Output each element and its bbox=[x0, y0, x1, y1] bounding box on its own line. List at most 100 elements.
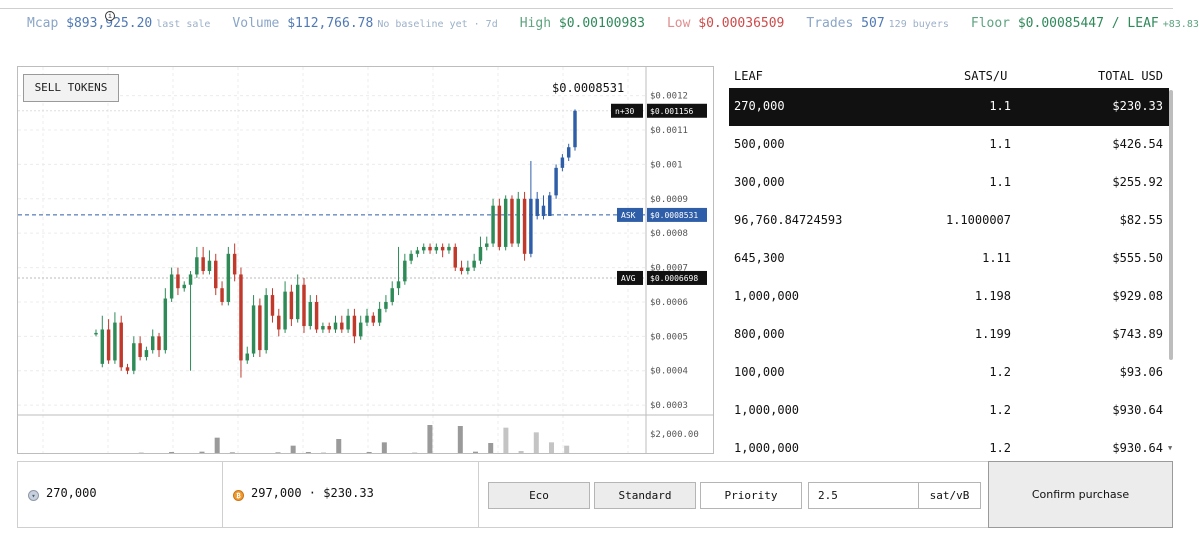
candle-body bbox=[283, 291, 287, 330]
order-book-row[interactable]: 1,000,000 1.198 $929.08 bbox=[729, 278, 1169, 316]
candle-body bbox=[535, 198, 539, 216]
candle-body bbox=[365, 315, 369, 323]
volume-bar bbox=[518, 451, 524, 453]
stat-floor: Floor $0.00085447 / LEAF+83.83% · 24h bbox=[971, 15, 1199, 34]
volume-bar bbox=[381, 442, 387, 453]
candle-body bbox=[239, 274, 243, 361]
row-sats: 1.11 bbox=[982, 251, 1011, 265]
volume-bar bbox=[457, 426, 463, 453]
row-total: $93.06 bbox=[1119, 365, 1163, 379]
stat-sub: +83.83% · 24h bbox=[1162, 19, 1199, 30]
row-sats: 1.199 bbox=[974, 327, 1011, 341]
stat-label: Low bbox=[666, 16, 691, 31]
marker-tag-avg: AVG bbox=[621, 274, 636, 283]
marker-value-bg-avg bbox=[647, 270, 707, 285]
volume-bar bbox=[199, 451, 205, 453]
candle-body bbox=[138, 343, 142, 357]
candle-body bbox=[566, 147, 571, 158]
stat-value: $112,766.78 bbox=[287, 16, 374, 31]
price-tick-label: $0.0005 bbox=[650, 332, 688, 342]
stat-low: Low $0.00036509 bbox=[667, 15, 784, 33]
order-book-row[interactable]: 270,000 1.1 $230.33 bbox=[729, 88, 1169, 126]
candle-body bbox=[396, 281, 401, 289]
btc-amount: ₿ 297,000 · $230.33 bbox=[233, 486, 374, 501]
leaf-amount-value: 270,000 bbox=[46, 486, 97, 500]
stats-row: Mcap $893,925.20 last sale Volume $112,766… bbox=[27, 15, 1199, 34]
volume-bar bbox=[443, 453, 448, 454]
candle-body bbox=[119, 322, 123, 368]
stat-value: 507 bbox=[861, 16, 885, 31]
candle-body bbox=[333, 322, 338, 330]
order-book-row[interactable]: 500,000 1.1 $426.54 bbox=[729, 126, 1169, 164]
stat-label: Volume bbox=[232, 16, 280, 31]
fee-standard-button[interactable]: Standard bbox=[594, 482, 696, 509]
candle-body bbox=[125, 367, 130, 371]
price-tick-label: $0.0011 bbox=[650, 126, 688, 136]
stat-value: $0.00036509 bbox=[698, 16, 785, 31]
row-sats: 1.2 bbox=[989, 441, 1011, 454]
candle-body bbox=[327, 326, 331, 330]
row-total: $555.50 bbox=[1112, 251, 1163, 265]
marker-value-bg-ask bbox=[647, 207, 707, 222]
order-book-row[interactable]: 300,000 1.1 $255.92 bbox=[729, 164, 1169, 202]
row-leaf: 300,000 bbox=[734, 175, 785, 189]
candle-body bbox=[573, 110, 577, 148]
stats-divider bbox=[0, 8, 1173, 9]
bitcoin-icon: ₿ bbox=[233, 490, 244, 501]
row-sats: 1.1 bbox=[989, 137, 1011, 151]
candle-body bbox=[466, 267, 470, 272]
candle-body bbox=[258, 305, 262, 351]
btc-amount-cell: ₿ 297,000 · $230.33 bbox=[223, 462, 479, 527]
fee-eco-button[interactable]: Eco bbox=[488, 482, 590, 509]
candle-body bbox=[289, 291, 294, 320]
fee-rate-input[interactable] bbox=[808, 482, 919, 509]
order-book-row[interactable]: 645,300 1.11 $555.50 bbox=[729, 240, 1169, 278]
stat-value: $0.00100983 bbox=[558, 16, 645, 31]
leaf-amount-cell: ▾ 270,000 bbox=[18, 462, 223, 527]
confirm-purchase-button[interactable]: Confirm purchase bbox=[988, 461, 1173, 528]
volume-bar bbox=[366, 452, 372, 453]
fee-priority-button[interactable]: Priority bbox=[700, 482, 802, 509]
stat-label: Floor bbox=[970, 16, 1011, 31]
scroll-down-icon[interactable]: ▼ bbox=[1168, 444, 1173, 452]
price-chart[interactable]: $0.0012 $0.0011 $0.001 $0.0009 $0.0008 $0.000… bbox=[17, 66, 714, 454]
candle-body bbox=[308, 301, 313, 327]
info-icon[interactable]: i bbox=[105, 11, 115, 21]
candle-body bbox=[100, 329, 105, 364]
stat-label: Mcap bbox=[27, 16, 59, 31]
stat-volume: Volume $112,766.78 No baseline yet · 7d bbox=[232, 15, 497, 34]
candle-body bbox=[132, 343, 136, 371]
order-book-row[interactable]: 800,000 1.199 $743.89 bbox=[729, 316, 1169, 354]
volume-bar bbox=[488, 443, 494, 453]
order-book-row[interactable]: 1,000,000 1.2 $930.64 bbox=[729, 392, 1169, 430]
candle-body bbox=[409, 253, 413, 261]
candle-body bbox=[384, 301, 388, 309]
volume-bar bbox=[503, 427, 509, 453]
candle-body bbox=[371, 315, 376, 323]
order-book-scrollbar[interactable] bbox=[1169, 90, 1173, 360]
candle-body bbox=[503, 198, 508, 247]
sell-tokens-button[interactable]: SELL TOKENS bbox=[23, 74, 119, 102]
row-leaf: 1,000,000 bbox=[734, 403, 800, 417]
candle-body bbox=[251, 305, 256, 354]
marker-value-now: $0.001156 bbox=[650, 107, 694, 116]
candle-body bbox=[214, 260, 218, 289]
order-book-row[interactable]: 100,000 1.2 $93.06 bbox=[729, 354, 1169, 392]
candle-body bbox=[314, 301, 319, 330]
candle-body bbox=[485, 243, 489, 247]
price-tick-label: $0.001 bbox=[650, 160, 683, 170]
order-book-row[interactable]: 96,760.84724593 1.1000007 $82.55 bbox=[729, 202, 1169, 240]
candle-body bbox=[150, 336, 155, 351]
order-book-row[interactable]: 1,000,000 1.2 $930.64 bbox=[729, 430, 1169, 454]
candle-body bbox=[201, 257, 205, 272]
candle-body bbox=[226, 253, 231, 302]
candle-body bbox=[188, 274, 193, 285]
row-leaf: 500,000 bbox=[734, 137, 785, 151]
volume-bar bbox=[412, 452, 418, 453]
candle-body bbox=[182, 284, 186, 289]
candle-body bbox=[295, 284, 300, 320]
candle-body bbox=[440, 246, 445, 251]
order-bar: ▾ 270,000 ₿ 297,000 · $230.33 Eco Standard… bbox=[17, 461, 1173, 528]
candle-body bbox=[522, 198, 527, 254]
marker-tag-bg-ask bbox=[617, 207, 643, 222]
